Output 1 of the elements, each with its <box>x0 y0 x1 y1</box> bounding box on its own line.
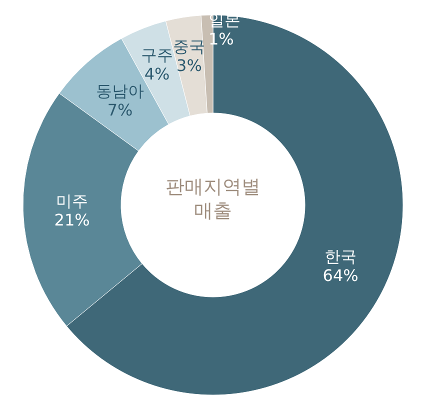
title: 판매지역별 매출 <box>166 176 260 222</box>
